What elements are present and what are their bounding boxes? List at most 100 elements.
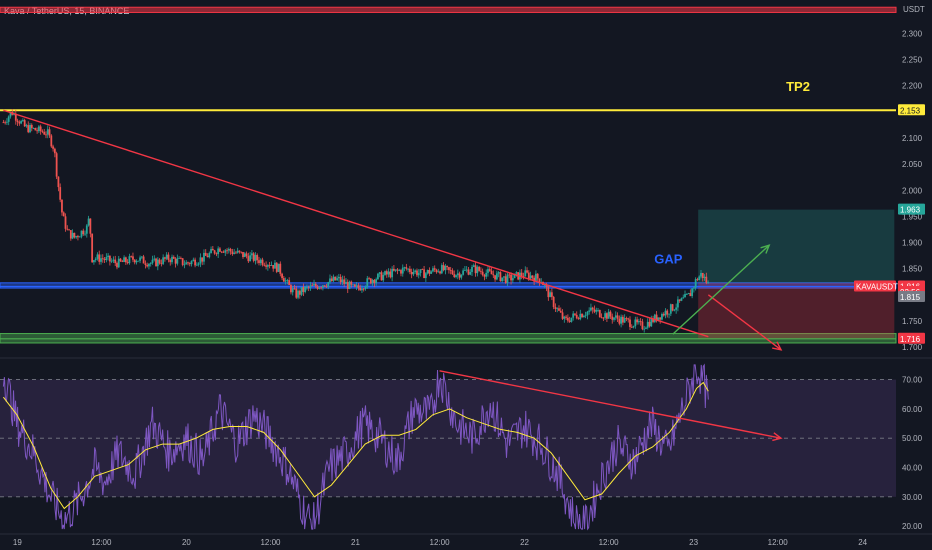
candle-body [332,276,335,282]
candle-body [77,236,79,238]
candle-body [637,321,640,323]
candle-body [574,313,576,315]
candle-body [9,112,12,117]
candle-body [341,279,344,283]
candle-body [613,317,615,320]
candle-body [229,248,232,252]
candle-body [183,264,186,266]
candle-body [494,275,496,280]
candle-body [282,278,285,282]
candle-body [320,287,323,289]
candle-body [362,288,365,290]
candle-body [62,212,65,217]
candle-body [139,257,141,261]
candle-body [153,258,156,260]
candle-body [430,271,433,274]
price-tick-label: 2.000 [902,186,923,195]
price-label-bg [898,104,925,116]
candle-body [82,230,85,235]
candle-body [277,263,280,272]
candle-body [18,122,21,124]
candle-body [39,126,42,132]
candle-body [645,327,647,329]
candle-body [124,257,127,263]
candle-body [691,288,694,297]
candle-body [586,311,589,316]
candle-body [680,298,683,301]
candle-body [611,316,614,320]
candle-body [243,253,246,258]
time-tick-label: 20 [182,538,191,547]
candle-body [465,269,468,271]
candle-body [378,272,381,274]
candle-body [142,256,145,264]
candle-body [350,281,353,285]
candle-body [643,328,646,330]
candle-body [355,285,358,287]
candle-body [455,275,457,278]
candle-body [499,272,502,282]
candle-body [48,129,51,136]
candle-body [634,319,637,327]
candle-body [554,307,557,309]
candle-body [101,258,104,260]
candle-body [469,271,472,275]
candle-body [29,125,31,133]
candle-body [291,288,294,293]
candle-body [524,270,527,277]
candle-body [252,253,255,261]
candle-body [46,129,49,135]
candle-body [123,257,125,262]
candle-body [171,256,173,263]
candle-body [217,248,220,255]
price-label: 1.963 [898,203,925,215]
candle-body [311,285,314,287]
candle-body [327,282,330,287]
candle-body [98,254,101,262]
candle-body [236,250,239,253]
candle-body [55,153,58,177]
candle-body [531,275,534,278]
candle-body [467,269,470,275]
candle-body [476,266,479,274]
candle-body [511,278,514,281]
candle-body [224,250,227,253]
candle-body [172,256,175,259]
rsi-tick-label: 50.00 [902,434,923,443]
candle-body [471,266,473,272]
candle-body [226,250,228,252]
candle-body [59,187,62,200]
candle-body [144,263,147,265]
candle-body [503,276,505,278]
candle-body [194,259,196,266]
candle-body [203,252,205,262]
candle-body [552,296,555,308]
gap-label: GAP [654,251,683,266]
candle-body [538,278,541,283]
candle-body [373,279,376,284]
candle-body [479,270,482,272]
candle-body [591,307,594,310]
time-tick-label: 12:00 [768,538,789,547]
candle-body [14,113,17,121]
candle-body [590,307,592,311]
candle-body [703,276,706,279]
candle-body [27,125,30,133]
candle-body [105,257,108,261]
candle-body [199,257,202,264]
candle-body [636,319,638,323]
candle-body [520,272,523,277]
candle-body [579,313,582,320]
candle-body [25,125,28,127]
candle-body [309,285,312,288]
rsi-line [2,363,709,531]
candle-body [266,265,269,267]
candle-body [435,269,438,273]
candle-body [568,320,571,322]
candle-body [563,316,566,319]
candle-body [50,135,53,147]
candle-body [43,132,46,135]
candle-body [661,313,663,320]
candle-body [300,287,303,295]
